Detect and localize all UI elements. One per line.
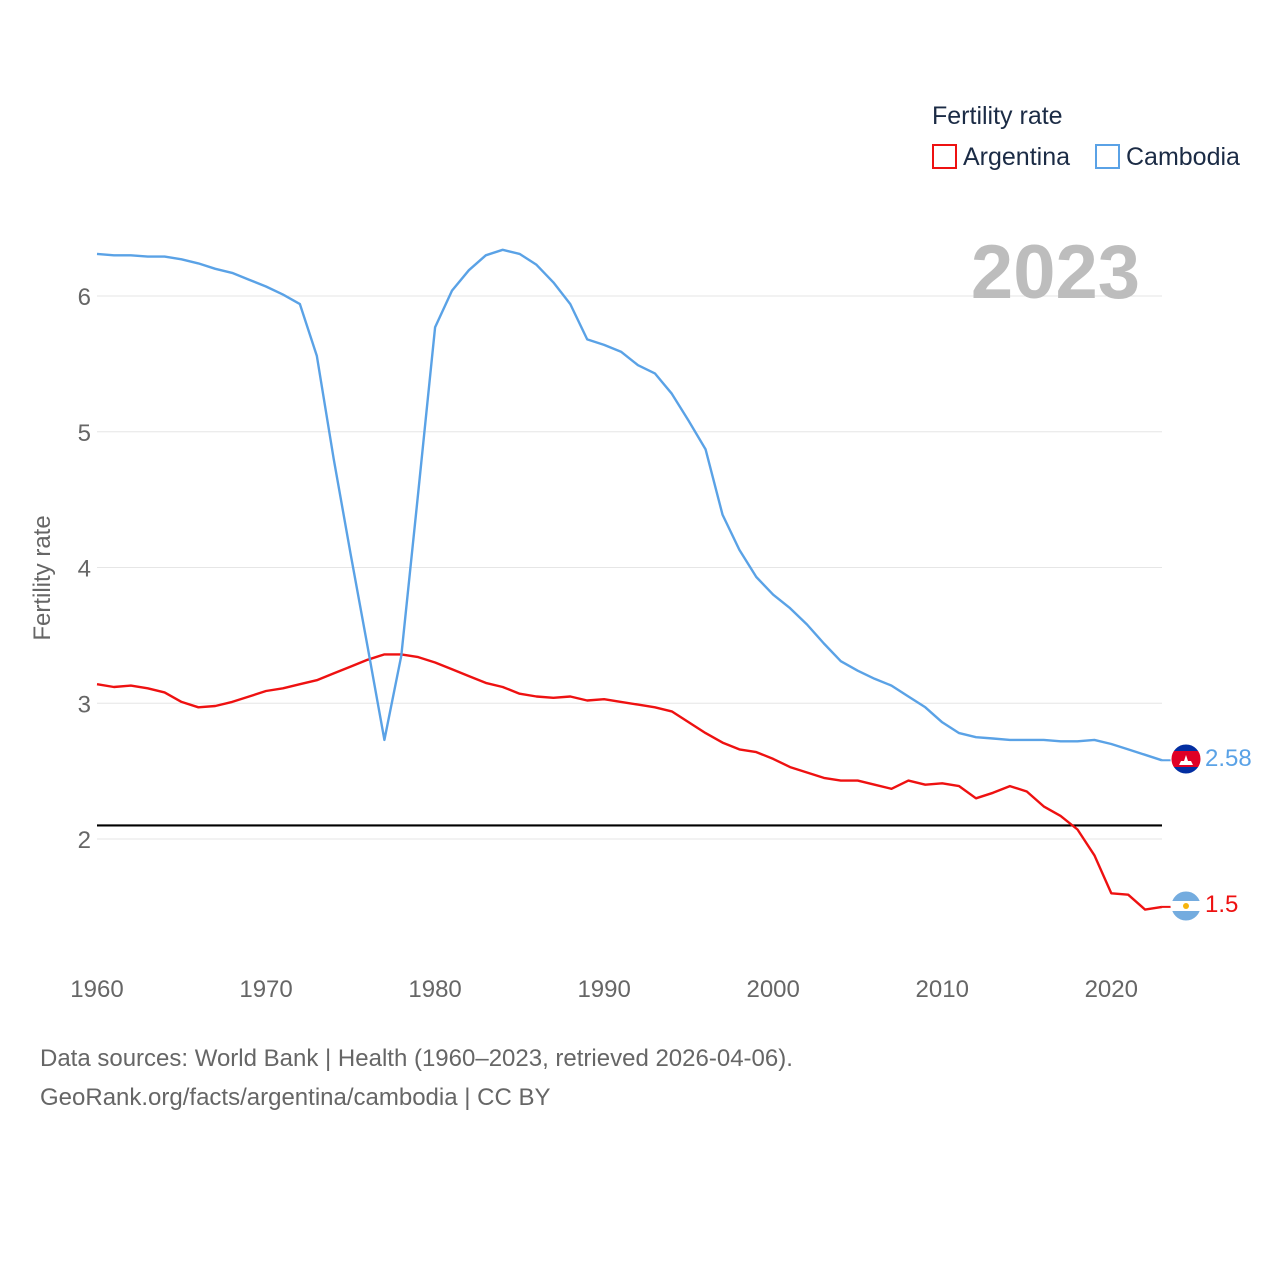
year-watermark: 2023 [971,230,1140,315]
legend-label-argentina[interactable]: Argentina [963,143,1070,171]
y-axis-label: Fertility rate [29,515,56,640]
legend-swatch-cambodia[interactable] [1095,144,1120,169]
series-line-cambodia[interactable] [96,248,1163,762]
y-tick-label: 4 [78,556,91,583]
y-tick-label: 6 [78,284,91,311]
argentina-flag-icon [1170,890,1202,922]
x-tick-label: 1960 [70,976,123,1003]
x-tick-label: 1990 [577,976,630,1003]
series-line-argentina[interactable] [96,653,1163,911]
y-axis-ticks: 2 3 4 5 6 [78,284,91,854]
x-axis-ticks: 1960 1970 1980 1990 2000 2010 2020 [70,976,1138,1003]
x-tick-label: 2000 [746,976,799,1003]
gridlines [97,295,1162,840]
y-tick-label: 5 [78,420,91,447]
x-tick-label: 1970 [239,976,292,1003]
legend-swatch-argentina[interactable] [932,144,957,169]
y-tick-label: 3 [78,691,91,718]
x-tick-label: 1980 [408,976,461,1003]
y-tick-label: 2 [78,827,91,854]
legend-title: Fertility rate [932,102,1063,130]
x-tick-label: 2020 [1085,976,1138,1003]
legend[interactable]: Fertility rate Argentina Cambodia [932,102,1240,171]
source-line-2: GeoRank.org/facts/argentina/cambodia | C… [40,1084,551,1111]
legend-label-cambodia[interactable]: Cambodia [1126,143,1240,171]
series-lines [96,248,1172,911]
x-tick-label: 2010 [916,976,969,1003]
end-label-argentina: 1.5 [1205,891,1238,918]
source-line-1: Data sources: World Bank | Health (1960–… [40,1045,793,1072]
cambodia-flag-icon [1170,743,1202,775]
end-label-cambodia: 2.58 [1205,745,1252,772]
